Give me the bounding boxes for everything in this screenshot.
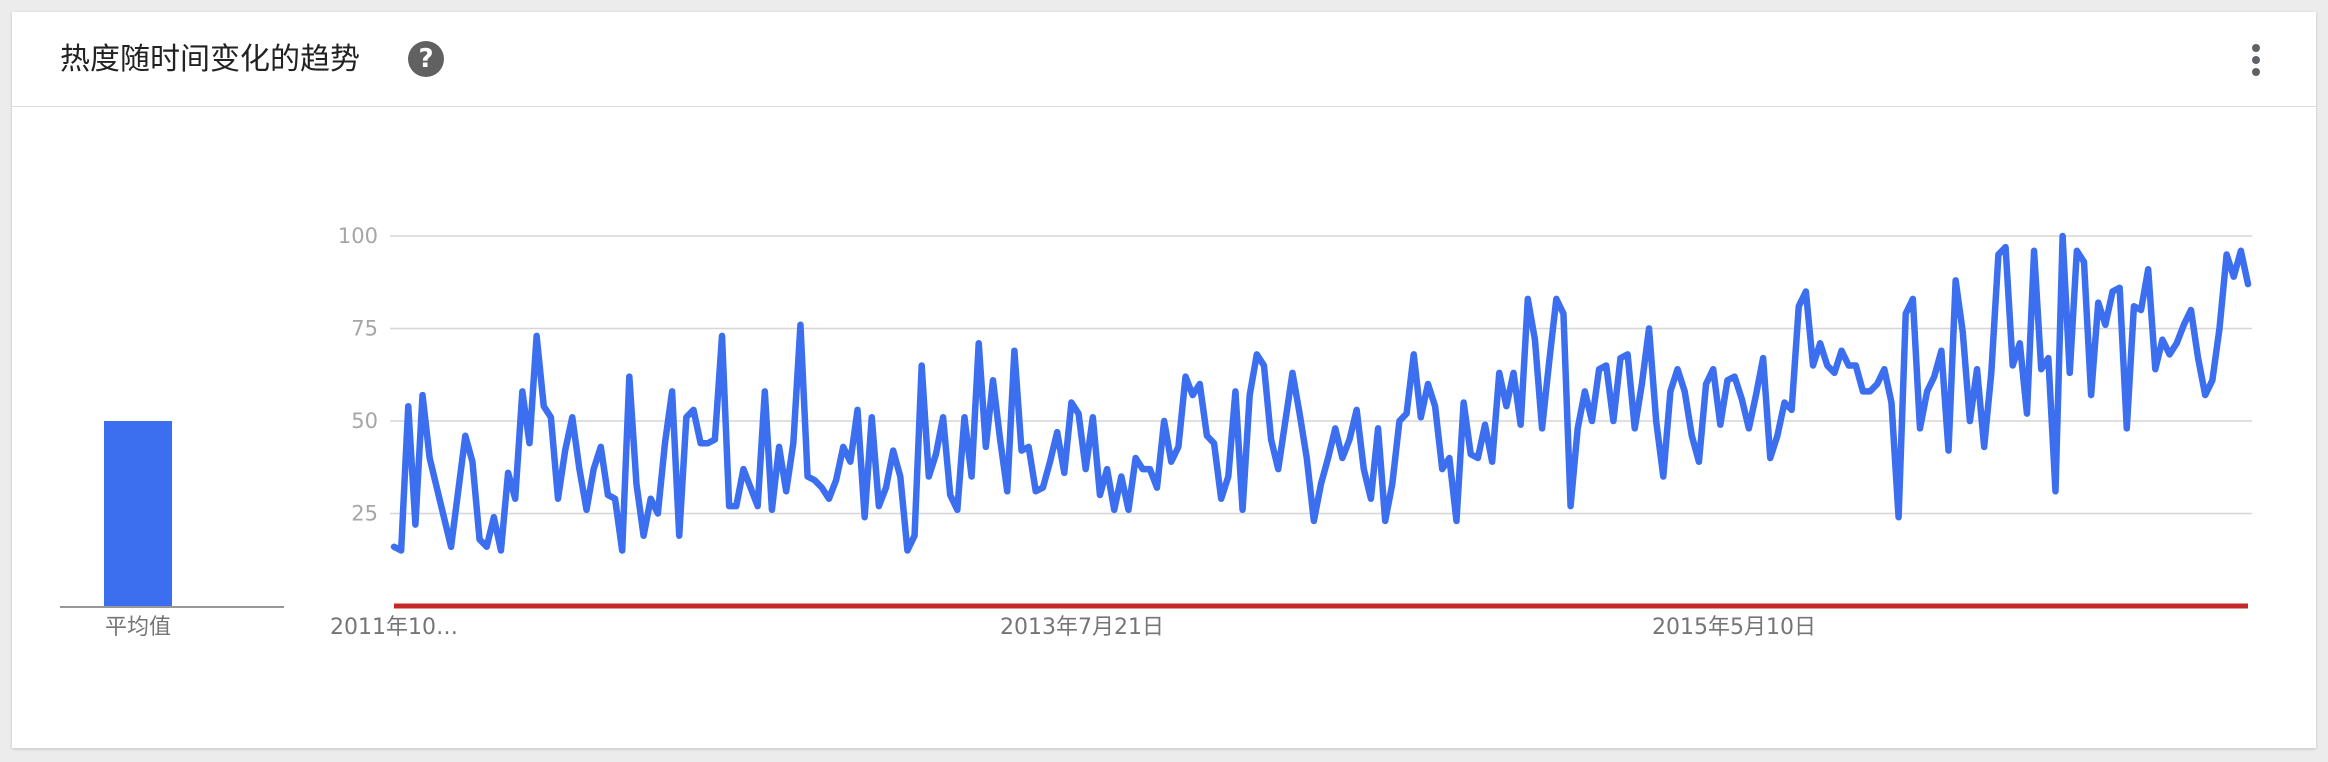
more-options-icon[interactable] — [2244, 40, 2268, 80]
card-header: 热度随时间变化的趋势 ? — [12, 12, 2316, 107]
help-icon[interactable]: ? — [408, 41, 444, 77]
x-tick-label: 2013年7月21日 — [1000, 615, 1164, 640]
card-title: 热度随时间变化的趋势 — [60, 42, 360, 77]
trend-series-line[interactable] — [390, 232, 2252, 554]
average-bar-label: 平均值 — [105, 615, 171, 640]
x-tick-label: 2015年5月10日 — [1652, 615, 1816, 640]
x-tick-label: 2011年10… — [330, 615, 458, 640]
y-tick-label: 75 — [351, 317, 378, 341]
average-bar[interactable] — [104, 421, 172, 606]
y-tick-label: 50 — [351, 409, 378, 433]
y-tick-label: 100 — [338, 224, 378, 248]
y-tick-label: 25 — [351, 502, 378, 526]
